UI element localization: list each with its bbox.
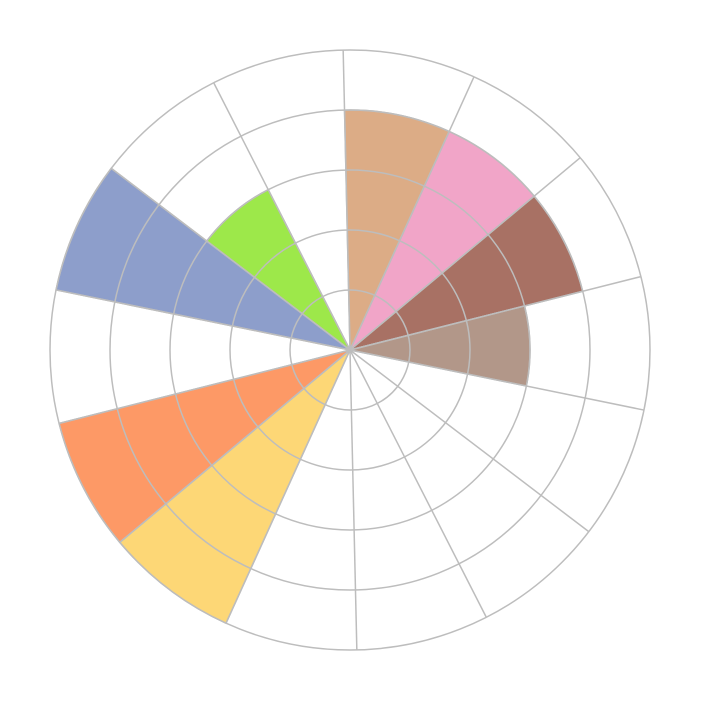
radial-gridline	[49, 49, 651, 651]
angular-gridline	[342, 50, 351, 351]
angular-gridline	[119, 349, 351, 543]
angular-gridline	[213, 82, 351, 351]
angular-gridline	[349, 275, 642, 351]
angular-gridline	[349, 157, 581, 351]
polar-bar-11	[55, 167, 351, 351]
angular-gridline	[349, 349, 645, 411]
radial-gridline	[229, 229, 471, 471]
angular-gridline	[349, 349, 590, 533]
angular-gridline	[225, 349, 351, 624]
angular-gridline	[55, 289, 351, 351]
angular-gridline	[349, 349, 487, 618]
angular-gridline	[349, 349, 358, 650]
radial-gridline	[169, 169, 531, 531]
angular-gridline	[110, 167, 351, 351]
angular-gridline	[58, 349, 351, 425]
radial-gridline	[109, 109, 591, 591]
radial-gridline	[289, 289, 411, 411]
angular-gridline	[349, 76, 475, 351]
